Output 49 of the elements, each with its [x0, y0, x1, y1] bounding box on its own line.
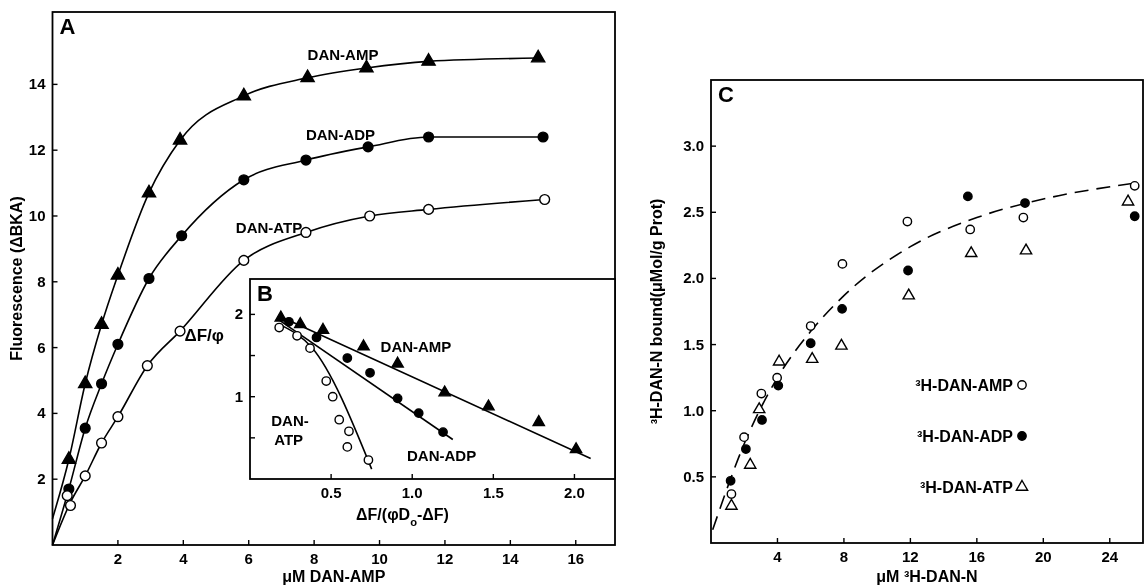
- y-tick-label: 4: [37, 404, 47, 422]
- x-axis-title: μM DAN-AMP: [282, 568, 386, 585]
- y-tick-label: 14: [28, 75, 47, 93]
- y-axis-title: Fluorescence (ΔBKA): [8, 196, 25, 361]
- y-tick-label: 1: [234, 387, 243, 405]
- x-tick-label: 1.5: [482, 484, 504, 501]
- y-tick-label: 6: [37, 338, 46, 356]
- y-tick-label: 12: [28, 141, 46, 159]
- series-label: DAN-ADP: [407, 447, 477, 465]
- y-tick-label: 3.0: [683, 137, 704, 155]
- y-tick-label: 10: [28, 206, 46, 224]
- x-tick-label: 2.0: [564, 484, 585, 501]
- y-tick-label: 2.5: [683, 203, 704, 221]
- x-tick-label: 0.5: [320, 484, 342, 501]
- x-tick-label: 4: [773, 548, 783, 565]
- y-axis-title: ΔF/φ: [184, 326, 224, 345]
- x-tick-label: 16: [968, 548, 986, 565]
- x-tick-label: 12: [902, 548, 919, 565]
- x-tick-label: 1.0: [401, 484, 423, 501]
- x-tick-label: 8: [309, 550, 319, 567]
- x-axis-title: ΔF/(φD$_{o}$-ΔF): [356, 506, 449, 528]
- chart-title: A: [59, 14, 76, 39]
- y-tick-label: 2: [37, 470, 46, 488]
- legend-label: ³H-DAN-AMP: [915, 377, 1014, 394]
- series-label: DAN-AMP: [380, 338, 452, 356]
- chart-title: B: [257, 281, 273, 306]
- x-axis-title: μM ³H-DAN-N: [876, 568, 978, 585]
- x-tick-label: 24: [1101, 548, 1119, 565]
- y-tick-label: 2.0: [683, 269, 704, 287]
- x-tick-label: 8: [839, 548, 849, 565]
- legend-label: ³H-DAN-ATP: [919, 479, 1014, 496]
- x-tick-label: 2: [113, 550, 123, 567]
- x-tick-label: 12: [436, 550, 454, 567]
- y-tick-label: 1.5: [683, 335, 704, 353]
- series-label: DAN-ATP: [271, 411, 309, 448]
- series-label: DAN-AMP: [307, 45, 379, 63]
- x-tick-label: 10: [371, 550, 388, 567]
- chart-title: C: [718, 82, 734, 107]
- y-tick-label: 8: [37, 272, 46, 290]
- legend-label: ³H-DAN-ADP: [917, 428, 1014, 445]
- series-label: DAN-ATP: [235, 219, 303, 237]
- x-tick-label: 14: [502, 550, 520, 567]
- y-tick-label: 0.5: [683, 467, 704, 485]
- x-tick-label: 4: [179, 550, 189, 567]
- x-tick-label: 20: [1034, 548, 1052, 565]
- x-tick-label: 16: [567, 550, 585, 567]
- y-axis-title: ³H-DAN-N bound(μMol/g Prot): [648, 198, 665, 425]
- y-tick-label: 1.0: [683, 401, 704, 419]
- series-label: DAN-ADP: [305, 126, 376, 144]
